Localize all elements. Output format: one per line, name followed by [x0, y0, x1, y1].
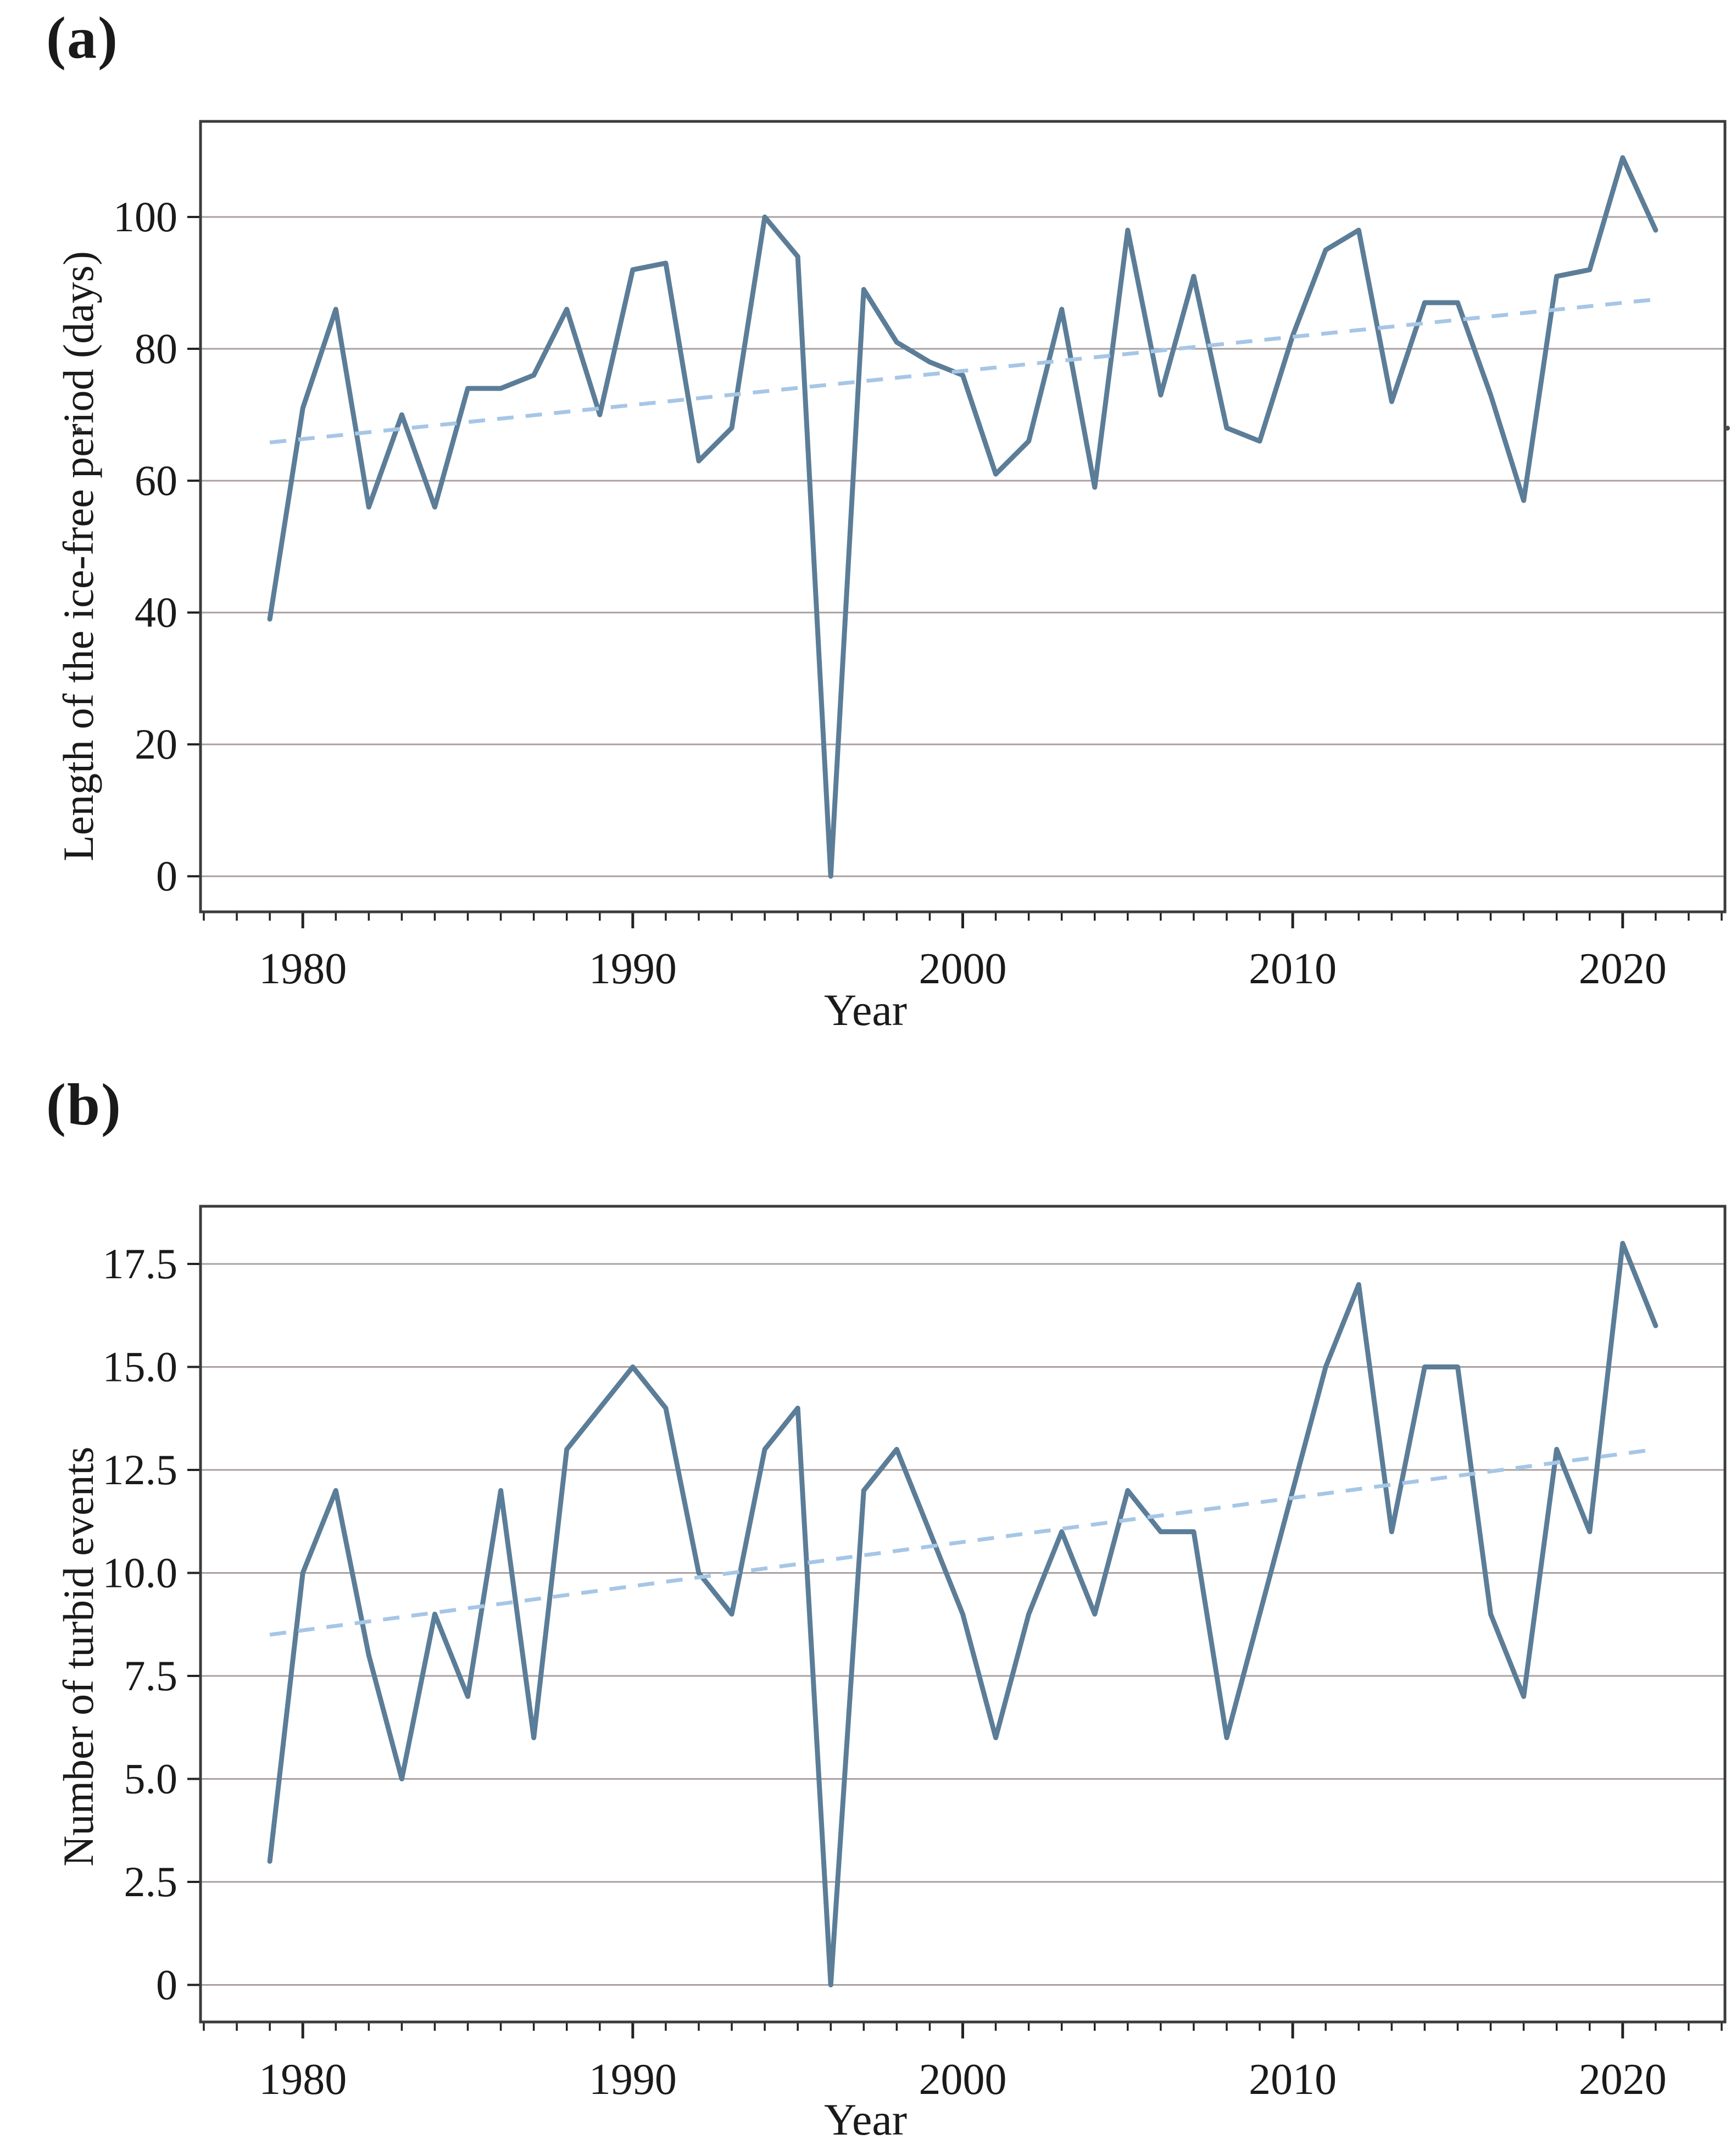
x-tick-label: 1990 [589, 2055, 677, 2104]
stray-dot-right [1725, 426, 1730, 431]
stray-dot-left [77, 427, 82, 432]
y-tick-label: 80 [135, 325, 177, 372]
x-tick-label: 2010 [1249, 945, 1337, 993]
y-tick-label: 12.5 [103, 1446, 178, 1494]
y-tick-label: 7.5 [124, 1652, 178, 1700]
chart-a-ice-free-period: 0 20 40 60 80 100 1980 1990 2000 2010 2020 [113, 120, 1727, 993]
y-tick-label: 5.0 [124, 1755, 178, 1803]
x-tick-label: 1980 [259, 945, 347, 993]
y-tick-label: 20 [135, 720, 177, 768]
x-tick-label: 2020 [1579, 945, 1667, 993]
data-line [267, 155, 1658, 879]
panel-b-x-axis-title: Year [823, 2094, 908, 2144]
x-tick-label: 1980 [259, 2055, 347, 2104]
y-tick-label: 40 [135, 588, 177, 636]
x-tick-label: 2000 [919, 2055, 1007, 2104]
panel-a-x-axis-title: Year [823, 985, 908, 1035]
trend-line [269, 1447, 1656, 1637]
y-tick-label: 10.0 [103, 1549, 178, 1597]
x-tick-label: 2010 [1249, 2055, 1337, 2104]
y-tick-label: 0 [156, 852, 177, 900]
y-tick-label: 2.5 [124, 1858, 178, 1906]
data-line [267, 1241, 1658, 1987]
y-tick-label: 100 [113, 193, 177, 241]
chart-b-turbid-events: 0 2.5 5.0 7.5 10.0 12.5 15.0 17.5 1980 1990 2000 20… [103, 1205, 1727, 2104]
y-tick-label: 15.0 [103, 1343, 178, 1391]
y-tick-label: 60 [135, 456, 177, 504]
y-tick-label: 17.5 [103, 1240, 178, 1288]
trend-line [269, 297, 1656, 444]
x-tick-label: 2000 [919, 945, 1007, 993]
panel-a-label: (a) [46, 5, 119, 71]
x-tick-label: 1990 [589, 945, 677, 993]
x-tick-label: 2020 [1579, 2055, 1667, 2104]
y-tick-label: 0 [156, 1961, 177, 2009]
panel-b-label: (b) [46, 1072, 122, 1138]
